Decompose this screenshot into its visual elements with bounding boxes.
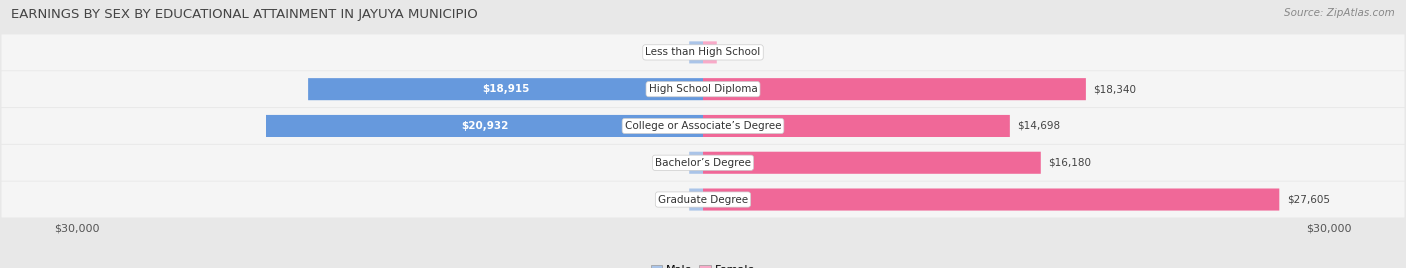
FancyBboxPatch shape	[1, 35, 1405, 70]
FancyBboxPatch shape	[703, 115, 1010, 137]
Text: $16,180: $16,180	[1049, 158, 1091, 168]
Text: $20,932: $20,932	[461, 121, 508, 131]
Text: $18,340: $18,340	[1094, 84, 1136, 94]
FancyBboxPatch shape	[266, 115, 703, 137]
Text: $0: $0	[671, 195, 685, 204]
FancyBboxPatch shape	[703, 78, 1085, 100]
Text: Bachelor’s Degree: Bachelor’s Degree	[655, 158, 751, 168]
Text: Source: ZipAtlas.com: Source: ZipAtlas.com	[1284, 8, 1395, 18]
Text: College or Associate’s Degree: College or Associate’s Degree	[624, 121, 782, 131]
FancyBboxPatch shape	[1, 71, 1405, 107]
FancyBboxPatch shape	[1, 145, 1405, 181]
FancyBboxPatch shape	[703, 188, 1279, 211]
FancyBboxPatch shape	[1, 108, 1405, 144]
FancyBboxPatch shape	[689, 41, 703, 64]
Legend: Male, Female: Male, Female	[647, 260, 759, 268]
FancyBboxPatch shape	[1, 182, 1405, 217]
Text: $0: $0	[671, 158, 685, 168]
Text: $27,605: $27,605	[1286, 195, 1330, 204]
Text: $18,915: $18,915	[482, 84, 529, 94]
FancyBboxPatch shape	[703, 41, 717, 64]
Text: Less than High School: Less than High School	[645, 47, 761, 57]
Text: $0: $0	[721, 47, 735, 57]
Text: Graduate Degree: Graduate Degree	[658, 195, 748, 204]
Text: $0: $0	[671, 47, 685, 57]
FancyBboxPatch shape	[308, 78, 703, 100]
FancyBboxPatch shape	[689, 188, 703, 211]
Text: High School Diploma: High School Diploma	[648, 84, 758, 94]
FancyBboxPatch shape	[703, 152, 1040, 174]
FancyBboxPatch shape	[689, 152, 703, 174]
Text: EARNINGS BY SEX BY EDUCATIONAL ATTAINMENT IN JAYUYA MUNICIPIO: EARNINGS BY SEX BY EDUCATIONAL ATTAINMEN…	[11, 8, 478, 21]
Text: $14,698: $14,698	[1018, 121, 1060, 131]
